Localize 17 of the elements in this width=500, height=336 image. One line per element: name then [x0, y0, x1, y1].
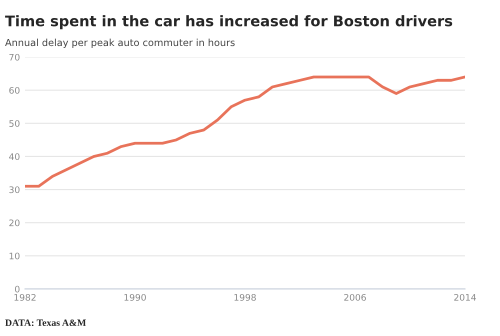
x-tick-label: 1982	[14, 294, 36, 301]
x-tick-label: 2006	[344, 294, 366, 301]
y-tick-label: 20	[9, 219, 20, 226]
x-tick-label: 1990	[124, 294, 146, 301]
y-tick-label: 50	[9, 120, 20, 127]
x-tick-label: 1998	[234, 294, 256, 301]
y-tick-label: 40	[9, 153, 20, 160]
y-tick-label: 60	[9, 86, 20, 94]
chart-title: Time spent in the car has increased for Boston drivers	[5, 15, 452, 30]
chart-subtitle: Annual delay per peak auto commuter in hours	[5, 38, 235, 48]
x-tick-label: 2014	[454, 294, 476, 301]
y-tick-label: 10	[10, 252, 20, 260]
line-series	[25, 76, 465, 188]
y-tick-label: 30	[9, 186, 20, 194]
text: DATA: Texas A&M	[5, 319, 86, 326]
y-tick-label: 70	[9, 54, 20, 61]
y-tick-label: 0	[14, 286, 20, 293]
